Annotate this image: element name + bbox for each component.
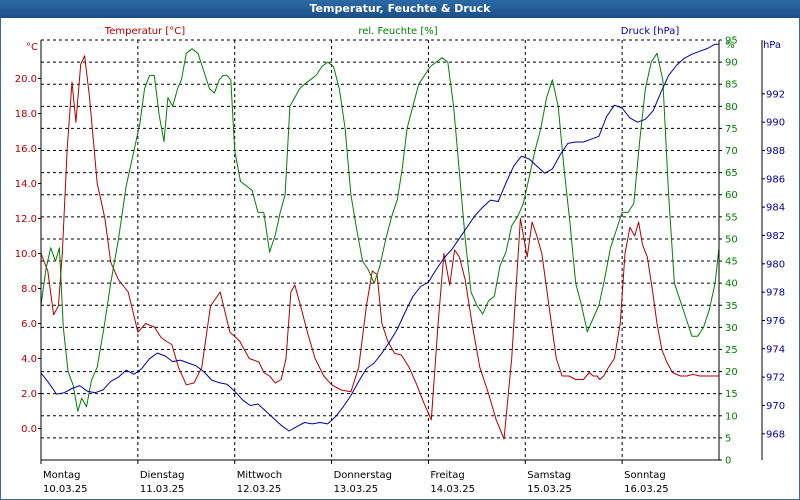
chart-series [40, 43, 720, 440]
x-tick-label-date: 10.03.25 [43, 484, 88, 495]
x-tick-label-day: Donnerstag [334, 470, 392, 481]
pressure-axis-title: Druck [hPa] [621, 26, 680, 37]
pressure-tick-label: 968 [766, 429, 785, 440]
humidity-tick-label: 95 [725, 36, 738, 47]
temperature-series-line [40, 55, 719, 440]
humidity-tick-label: 10 [725, 411, 738, 422]
pressure-tick-label: 990 [766, 118, 785, 129]
humidity-tick-label: 50 [725, 234, 738, 245]
x-tick-label-day: Freitag [430, 470, 464, 481]
humidity-tick-label: 40 [725, 279, 738, 290]
pressure-tick-label: 978 [766, 288, 785, 299]
humidity-tick-label: 20 [725, 367, 738, 378]
x-tick-label-date: 12.03.25 [237, 484, 282, 495]
temperature-tick-label: 14.0 [15, 179, 37, 190]
x-tick-label-day: Montag [43, 470, 80, 481]
temperature-tick-label: 4.0 [21, 354, 37, 365]
humidity-tick-label: 80 [725, 102, 738, 113]
humidity-tick-label: 70 [725, 146, 738, 157]
humidity-tick-label: 60 [725, 190, 738, 201]
humidity-tick-label: 25 [725, 345, 738, 356]
x-tick-label-date: 15.03.25 [527, 484, 572, 495]
humidity-tick-label: 35 [725, 301, 738, 312]
humidity-tick-label: 30 [725, 323, 738, 334]
window-title: Temperatur, Feuchte & Druck [0, 0, 800, 18]
pressure-tick-label: 992 [766, 89, 785, 100]
temperature-axis-title: Temperatur [°C] [104, 26, 185, 37]
pressure-unit: hPa [763, 40, 781, 51]
humidity-tick-label: 0 [725, 456, 731, 467]
pressure-tick-label: 972 [766, 373, 785, 384]
humidity-tick-label: 15 [725, 389, 738, 400]
chart-axes: 0.0 2.0 4.0 6.0 8.0 10.0 12.0 14.0 16.0 18.0 20.0 0… [15, 36, 785, 496]
x-tick-label-date: 11.03.25 [140, 484, 185, 495]
x-tick-label-day: Mittwoch [237, 470, 282, 481]
pressure-tick-label: 984 [766, 203, 785, 214]
pressure-tick-label: 986 [766, 174, 785, 185]
x-tick-label-day: Sonntag [624, 470, 666, 481]
temperature-tick-label: 2.0 [21, 389, 37, 400]
temperature-tick-label: 8.0 [21, 284, 37, 295]
humidity-axis-title: rel. Feuchte [%] [358, 26, 437, 37]
humidity-tick-label: 65 [725, 168, 738, 179]
pressure-tick-label: 974 [766, 344, 785, 355]
humidity-tick-label: 85 [725, 80, 738, 91]
pressure-tick-label: 970 [766, 401, 785, 412]
x-tick-label-date: 14.03.25 [430, 484, 475, 495]
temperature-unit: °C [26, 42, 38, 53]
temperature-tick-label: 12.0 [15, 214, 37, 225]
x-tick-label-day: Samstag [527, 470, 571, 481]
pressure-tick-label: 980 [766, 259, 785, 270]
pressure-series-line [40, 43, 719, 432]
temperature-tick-label: 20.0 [15, 74, 37, 85]
temperature-tick-label: 18.0 [15, 109, 37, 120]
humidity-tick-label: 75 [725, 124, 738, 135]
humidity-series-line [40, 48, 720, 412]
pressure-tick-label: 976 [766, 316, 785, 327]
temperature-tick-label: 6.0 [21, 319, 37, 330]
x-tick-label-day: Dienstag [140, 470, 185, 481]
humidity-tick-label: 5 [725, 433, 731, 444]
x-tick-label-date: 13.03.25 [334, 484, 379, 495]
pressure-tick-label: 982 [766, 231, 785, 242]
humidity-tick-label: 55 [725, 212, 738, 223]
pressure-tick-label: 988 [766, 146, 785, 157]
humidity-tick-label: 90 [725, 58, 738, 69]
temperature-tick-label: 16.0 [15, 144, 37, 155]
temperature-tick-label: 0.0 [21, 424, 37, 435]
chart: 0.0 2.0 4.0 6.0 8.0 10.0 12.0 14.0 16.0 18.0 20.0 0… [15, 26, 785, 496]
temperature-tick-label: 10.0 [15, 249, 37, 260]
humidity-tick-label: 45 [725, 257, 738, 268]
humidity-unit: % [725, 40, 735, 51]
x-tick-label-date: 16.03.25 [624, 484, 669, 495]
